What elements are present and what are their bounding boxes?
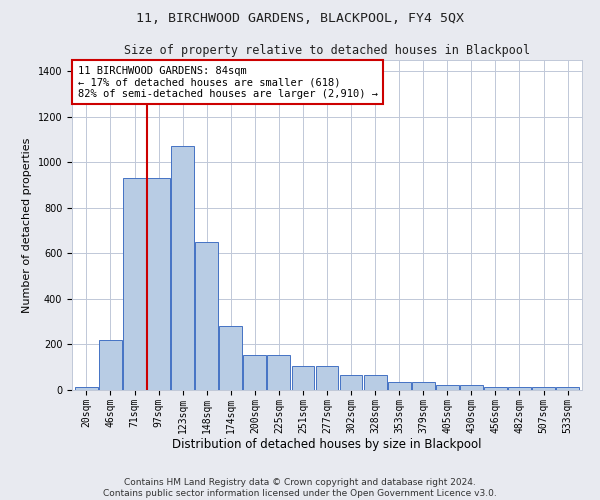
X-axis label: Distribution of detached houses by size in Blackpool: Distribution of detached houses by size … — [172, 438, 482, 452]
Bar — [99, 340, 122, 390]
Bar — [75, 386, 98, 390]
Text: 11 BIRCHWOOD GARDENS: 84sqm
← 17% of detached houses are smaller (618)
82% of se: 11 BIRCHWOOD GARDENS: 84sqm ← 17% of det… — [77, 66, 377, 99]
Bar — [364, 374, 386, 390]
Bar — [123, 178, 146, 390]
Bar — [340, 374, 362, 390]
Text: Contains HM Land Registry data © Crown copyright and database right 2024.
Contai: Contains HM Land Registry data © Crown c… — [103, 478, 497, 498]
Bar — [412, 382, 434, 390]
Bar — [316, 366, 338, 390]
Bar — [484, 388, 507, 390]
Bar — [508, 388, 531, 390]
Bar — [244, 354, 266, 390]
Bar — [171, 146, 194, 390]
Bar — [436, 385, 459, 390]
Bar — [195, 242, 218, 390]
Bar — [147, 178, 170, 390]
Bar — [220, 326, 242, 390]
Title: Size of property relative to detached houses in Blackpool: Size of property relative to detached ho… — [124, 44, 530, 58]
Text: 11, BIRCHWOOD GARDENS, BLACKPOOL, FY4 5QX: 11, BIRCHWOOD GARDENS, BLACKPOOL, FY4 5Q… — [136, 12, 464, 26]
Bar — [532, 388, 555, 390]
Bar — [268, 354, 290, 390]
Bar — [460, 385, 483, 390]
Bar — [556, 388, 579, 390]
Bar — [388, 382, 410, 390]
Bar — [292, 366, 314, 390]
Y-axis label: Number of detached properties: Number of detached properties — [22, 138, 32, 312]
